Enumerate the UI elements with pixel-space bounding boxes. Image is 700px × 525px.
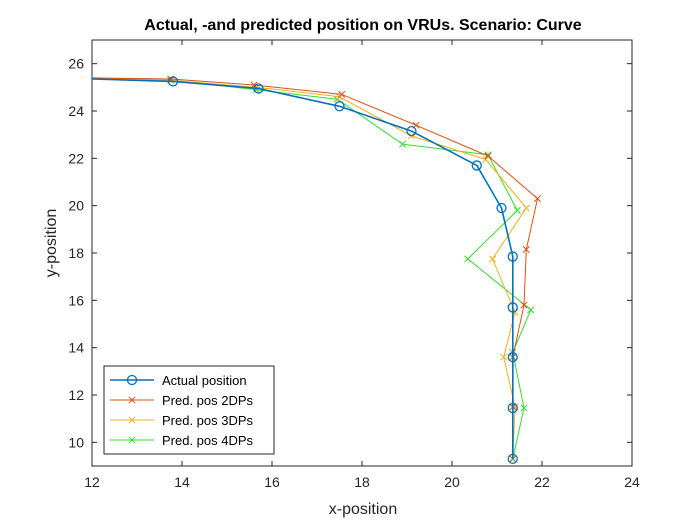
series-actual-position bbox=[92, 76, 518, 465]
x-marker bbox=[522, 204, 530, 212]
x-marker bbox=[482, 155, 490, 164]
legend-label: Pred. pos 2DPs bbox=[162, 393, 254, 408]
x-marker bbox=[250, 81, 258, 89]
circle-marker bbox=[406, 125, 417, 137]
circle-marker bbox=[507, 302, 518, 313]
x-marker bbox=[520, 301, 528, 309]
series-group bbox=[92, 75, 542, 465]
x-axis-label: x-position bbox=[329, 501, 397, 518]
y-tick-label: 12 bbox=[68, 387, 84, 403]
x-marker bbox=[488, 255, 497, 263]
x-marker bbox=[513, 206, 521, 214]
x-marker bbox=[500, 353, 508, 361]
x-marker bbox=[520, 404, 528, 412]
circle-marker bbox=[507, 402, 518, 414]
legend-label: Pred. pos 3DPs bbox=[162, 413, 254, 428]
y-tick-label: 14 bbox=[68, 340, 84, 356]
legend-item: Pred. pos 4DPs bbox=[110, 433, 254, 448]
legend-item: Pred. pos 2DPs bbox=[110, 393, 254, 408]
chart-title: Actual, -and predicted position on VRUs.… bbox=[144, 17, 582, 34]
x-marker bbox=[338, 90, 346, 98]
circle-marker bbox=[507, 251, 518, 262]
circle-marker bbox=[167, 76, 179, 87]
x-marker bbox=[533, 195, 542, 203]
x-marker bbox=[128, 416, 136, 424]
x-marker bbox=[484, 152, 492, 160]
x-tick-label: 24 bbox=[624, 474, 640, 490]
x-tick-label: 12 bbox=[84, 474, 100, 490]
circle-marker bbox=[507, 453, 518, 465]
circle-marker bbox=[471, 160, 482, 171]
circle-marker bbox=[334, 101, 345, 112]
series-line bbox=[92, 77, 527, 459]
x-marker bbox=[128, 396, 136, 404]
legend: Actual position Pred. pos 2DPs Pred. pos 3… bbox=[103, 365, 275, 455]
legend-label: Pred. pos 4DPs bbox=[162, 433, 254, 448]
x-marker bbox=[484, 151, 492, 159]
x-tick-label: 14 bbox=[174, 474, 190, 490]
circle-marker bbox=[496, 202, 507, 214]
y-tick-label: 22 bbox=[68, 150, 84, 166]
legend-label: Actual position bbox=[162, 373, 247, 388]
y-tick-label: 18 bbox=[68, 245, 84, 261]
x-tick-label: 20 bbox=[444, 474, 460, 490]
y-tick-label: 26 bbox=[68, 56, 84, 72]
legend-item: Actual position bbox=[110, 373, 247, 388]
circle-marker bbox=[126, 374, 138, 386]
x-marker bbox=[522, 245, 530, 254]
y-axis-label: y-position bbox=[43, 209, 60, 277]
x-tick-label: 22 bbox=[534, 474, 550, 490]
y-tick-label: 24 bbox=[68, 103, 84, 119]
y-tick-label: 10 bbox=[68, 434, 84, 450]
x-tick-label: 18 bbox=[354, 474, 370, 490]
y-tick-label: 16 bbox=[68, 292, 84, 308]
x-tick-label: 16 bbox=[264, 474, 280, 490]
circle-marker bbox=[507, 351, 518, 363]
x-marker bbox=[398, 140, 407, 148]
x-marker bbox=[128, 436, 136, 444]
x-marker bbox=[464, 255, 472, 263]
circle-marker bbox=[253, 83, 264, 94]
y-tick-label: 20 bbox=[68, 198, 84, 214]
x-marker bbox=[527, 306, 535, 314]
legend-item: Pred. pos 3DPs bbox=[110, 413, 254, 428]
series-line bbox=[92, 78, 514, 459]
